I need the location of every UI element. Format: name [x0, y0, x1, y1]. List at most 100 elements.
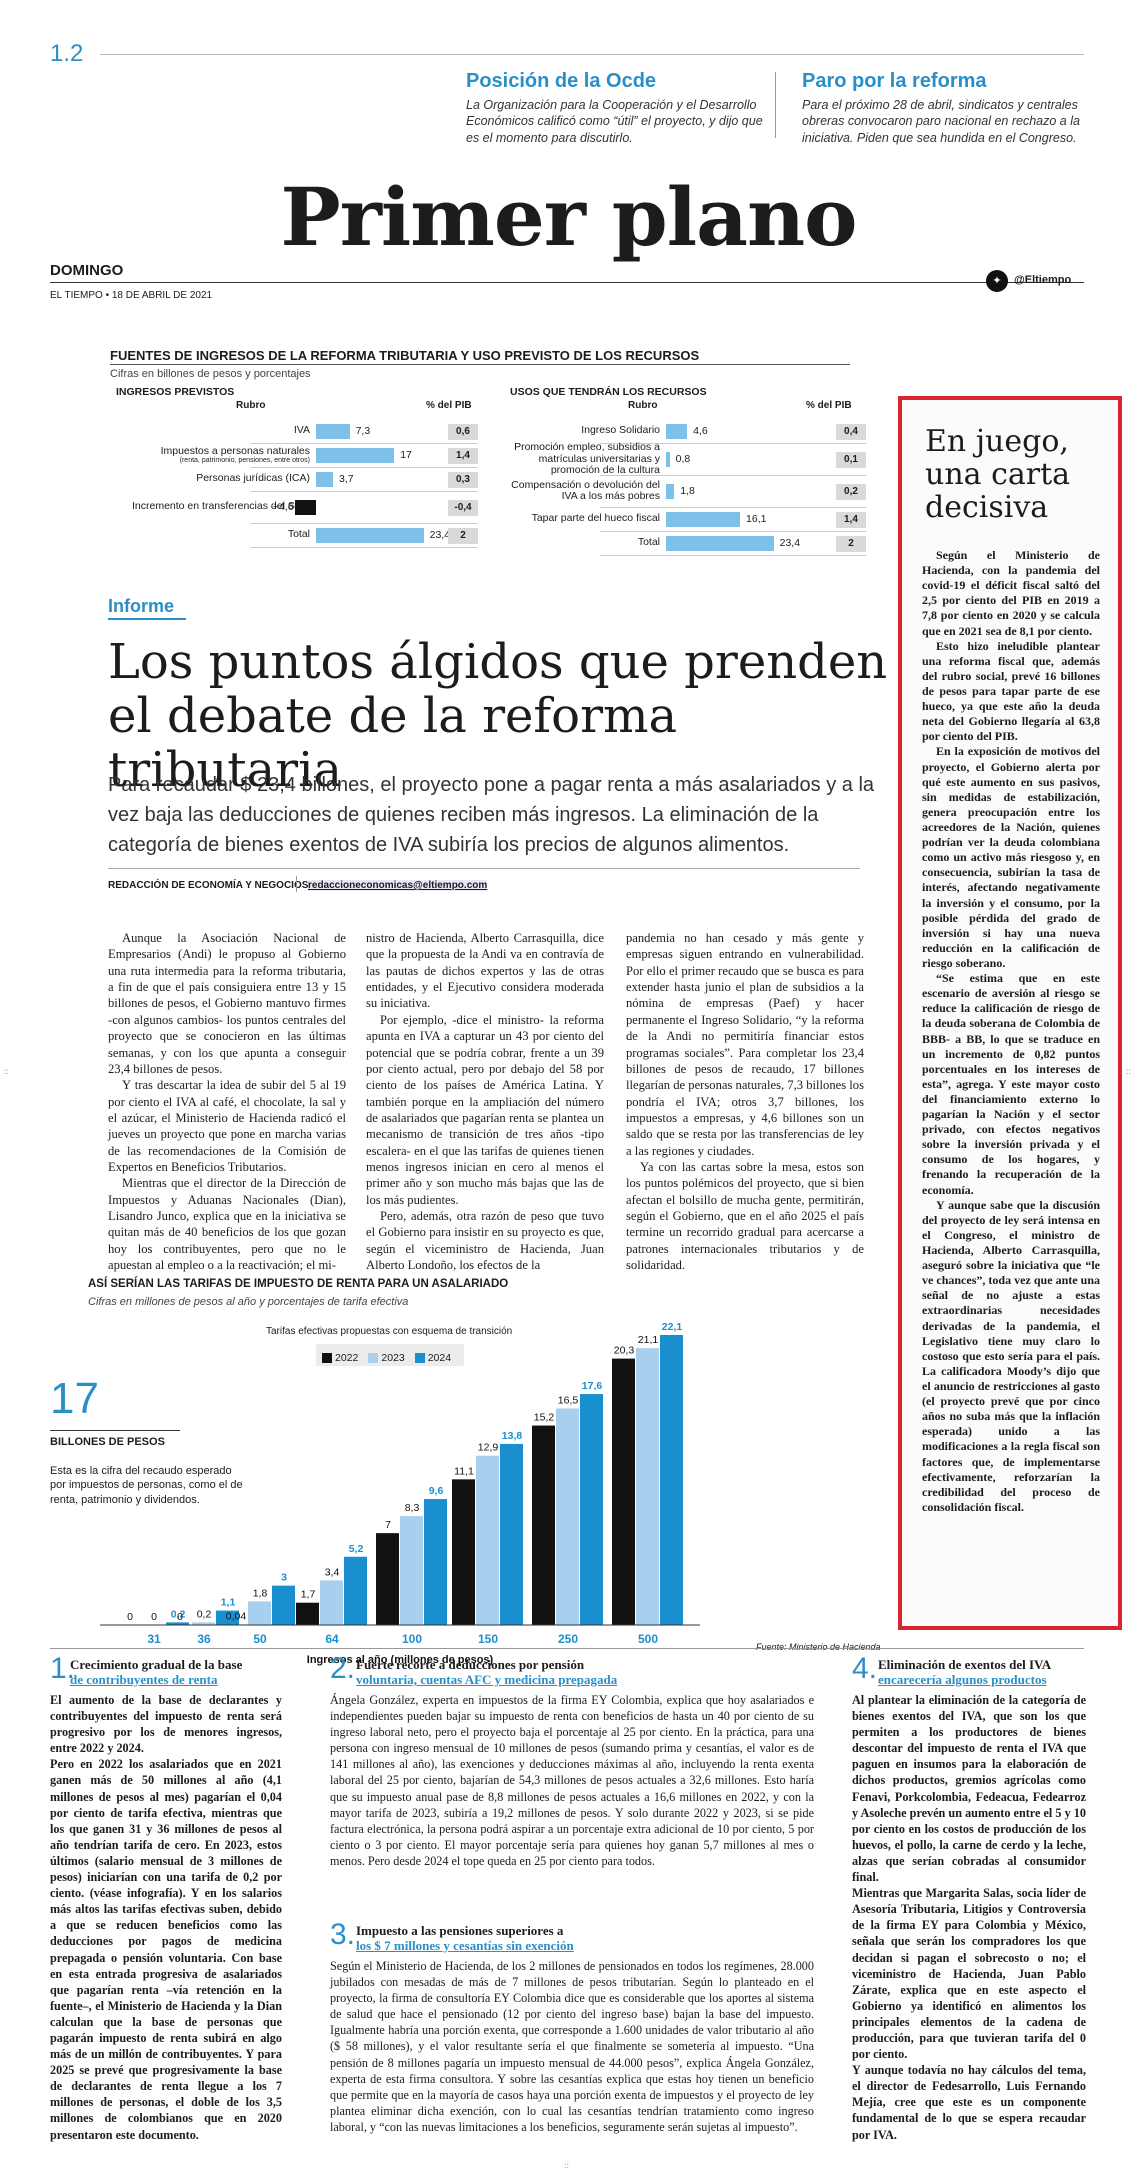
table-row-label: Personas jurídicas (ICA): [110, 468, 310, 490]
chart-source: Fuente: Ministerio de Hacienda: [756, 1642, 881, 1652]
dateline: EL TIEMPO • 18 DE ABRIL DE 2021: [50, 290, 213, 301]
table-row-rule: [600, 531, 866, 532]
item-number: 4.: [852, 1652, 878, 1685]
table-pib-value: 0,6: [448, 423, 478, 440]
sidebar-paragraph: “Se estima que en este escenario de aver…: [922, 971, 1100, 1197]
table-row-rule: [250, 443, 478, 444]
item-paragraph: El aumento de la base de declarantes y c…: [50, 1693, 282, 1756]
chart-tick-label: 64: [325, 1632, 339, 1646]
big-number-description: Esta es la cifra del recaudo esperado po…: [50, 1465, 243, 1506]
chart-tick-label: 500: [638, 1632, 658, 1646]
big-number-rule: [50, 1430, 180, 1431]
chart-bar-2024: [166, 1622, 189, 1625]
table-row-label-text: Total: [287, 528, 310, 541]
article-kicker: Informe: [108, 596, 175, 616]
article-paragraph: Pero, además, otra razón de peso que tuv…: [366, 1209, 604, 1273]
teaser-title: Posición de la Ocde: [466, 70, 657, 92]
byline: REDACCIÓN DE ECONOMÍA Y NEGOCIOS: [108, 880, 309, 891]
crop-mark-right: ::: [1126, 1066, 1132, 1076]
table-right-section: USOS QUE TENDRÁN LOS RECURSOS: [510, 386, 707, 398]
masthead-rule: [50, 282, 1084, 283]
chart-bar-2024: [500, 1443, 523, 1625]
chart-bar-2024: [660, 1335, 683, 1625]
sidebar-body: Según el Ministerio de Hacienda, con la …: [922, 548, 1100, 1515]
big-number: 17: [50, 1374, 99, 1423]
table-row-label: Incremento en transferencias del SGP: [110, 492, 310, 522]
table-row-rule: [600, 443, 866, 444]
chart-tick-label: 150: [478, 1632, 498, 1646]
table-value: 17: [400, 448, 412, 461]
chart-bar-2022: [612, 1358, 635, 1625]
article-column-3: pandemia no han cesado y más gente y emp…: [626, 930, 864, 1274]
chart-legend: 2022 2023 2024: [316, 1344, 464, 1366]
legend-swatch-2022: [322, 1353, 332, 1364]
table-row-label-text: Personas jurídicas (ICA): [196, 472, 310, 485]
legend-label: 2024: [427, 1352, 452, 1365]
item-body: Según el Ministerio de Hacienda, de los …: [330, 1958, 814, 2135]
item-paragraph: Al plantear la eliminación de la categor…: [852, 1693, 1086, 1885]
chart-bar-2022: [296, 1602, 319, 1625]
kicker-underline: [108, 618, 186, 620]
table-bar: [666, 535, 774, 551]
chart-data-label: 17,6: [582, 1380, 603, 1392]
item-heading: Fuerte recorte a deducciones por pensión…: [356, 1657, 796, 1688]
chart-subtitle: Cifras en millones de pesos al año y por…: [88, 1296, 409, 1308]
chart-data-label: 15,2: [534, 1412, 555, 1424]
item-title: Eliminación de exentos del IVA: [878, 1657, 1052, 1672]
chart-xlabel: Ingresos al año (millones de pesos): [307, 1654, 494, 1666]
table-pib-value: 0,2: [836, 483, 866, 500]
header-rule: [100, 54, 1084, 55]
table-row-rule: [250, 523, 478, 524]
table-value: 0,8: [675, 452, 691, 465]
legend-label: 2023: [381, 1352, 405, 1365]
table-row-rule: [600, 475, 866, 476]
table-pib-value: 1,4: [836, 511, 866, 528]
chart-bar-2022: [452, 1479, 475, 1625]
table-bar: [294, 499, 316, 515]
article-deck: Para recaudar $ 23,4 billones, el proyec…: [108, 774, 875, 856]
article-paragraph: Aunque la Asociación Nacional de Empresa…: [108, 931, 346, 1076]
table-row-rule: [600, 555, 866, 556]
table-row-rule: [250, 467, 478, 468]
table-row-label-text: Tapar parte del hueco fiscal: [531, 512, 660, 525]
teaser-title: Paro por la reforma: [802, 70, 987, 92]
item-paragraph: Según el Ministerio de Hacienda, de los …: [330, 1959, 814, 2134]
item-heading: Impuesto a las pensiones superiores a lo…: [356, 1923, 796, 1954]
twitter-handle[interactable]: @Eltiempo: [1014, 274, 1072, 286]
chart-bar-2022: [532, 1425, 555, 1625]
table-row-label: Total: [110, 524, 310, 546]
table-row-label-text: Total: [637, 536, 660, 549]
day-label: DOMINGO: [50, 262, 124, 279]
article-column-2: nistro de Hacienda, Alberto Carrasquilla…: [366, 930, 604, 1274]
table-row-rule: [250, 491, 478, 492]
item-title: Crecimiento gradual de la base: [70, 1657, 243, 1672]
table-bar: [666, 423, 688, 439]
table-subtitle: Cifras en billones de pesos y porcentaje…: [110, 368, 311, 380]
item-number: 2.: [330, 1652, 356, 1685]
table-left-col-rubro: Rubro: [236, 400, 266, 411]
table-bar: [316, 423, 350, 439]
table-bar: [316, 471, 334, 487]
article-paragraph: Por ejemplo, -dice el ministro- la refor…: [366, 1012, 604, 1207]
item-paragraph: Y aunque todavía no hay cálculos del tem…: [852, 2063, 1086, 2142]
crop-mark-left: ::: [4, 1066, 10, 1076]
table-bar: [666, 451, 670, 467]
chart-data-label: 1,7: [301, 1589, 316, 1601]
article-paragraph: Y tras descartar la idea de subir del 5 …: [108, 1078, 346, 1175]
twitter-icon[interactable]: ✦: [986, 270, 1008, 292]
table-pib-value: -0,4: [448, 499, 478, 516]
chart-bar-2023: [248, 1601, 271, 1625]
chart-tick-label: 250: [558, 1632, 578, 1646]
item-body: Al plantear la eliminación de la categor…: [852, 1692, 1086, 2143]
table-pib-value: 2: [836, 535, 866, 552]
byline-email-link[interactable]: redaccioneconomicas@eltiempo.com: [308, 880, 488, 891]
chart-data-label: 11,1: [454, 1465, 474, 1477]
table-row-label: IVA: [110, 420, 310, 442]
table-bar: [316, 527, 424, 543]
table-pib-value: 1,4: [448, 447, 478, 464]
teaser-text: Para el próximo 28 de abril, sindicatos …: [802, 98, 1080, 145]
chart-bar-2023: [476, 1455, 499, 1625]
chart-data-label: 9,6: [429, 1485, 444, 1497]
item-paragraph: Pero en 2022 los asalariados que en 2021…: [50, 1757, 282, 2142]
chart-data-label: 0: [127, 1611, 133, 1623]
